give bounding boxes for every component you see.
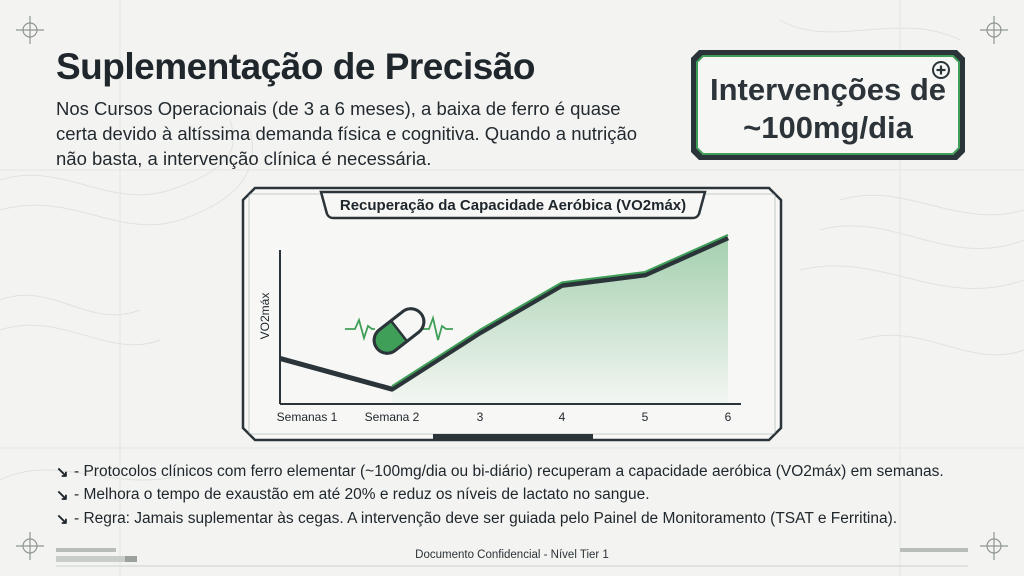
x-tick-label: 3 — [477, 410, 484, 424]
x-tick-label: 5 — [642, 410, 649, 424]
crosshair-icon — [16, 16, 44, 44]
pill-capsule-icon — [372, 307, 426, 355]
crosshair-icon — [980, 16, 1008, 44]
heartbeat-pulse-icon — [345, 314, 453, 342]
key-points-list: ↘ - Protocolos clínicos com ferro elemen… — [56, 460, 1006, 531]
series-line — [279, 235, 730, 392]
x-tick-label: Semana 2 — [365, 410, 420, 424]
x-tick-label: Semanas 1 — [277, 410, 338, 424]
plus-circle-icon — [932, 61, 950, 79]
chart-title: Recuperação da Capacidade Aeróbica (VO2m… — [340, 197, 686, 214]
bullet-text: - Regra: Jamais suplementar às cegas. A … — [74, 509, 898, 527]
list-item: ↘ - Protocolos clínicos com ferro elemen… — [56, 460, 1006, 484]
footer-confidential-label: Documento Confidencial - Nível Tier 1 — [415, 549, 609, 561]
crosshair-icon — [16, 532, 44, 560]
callout-frame — [691, 50, 965, 160]
callout-line-1: Intervenções de — [709, 72, 947, 107]
bullet-text: - Melhora o tempo de exaustão em até 20%… — [74, 486, 650, 504]
x-tick-label: 6 — [725, 410, 732, 424]
chart-frame-accent — [433, 434, 593, 440]
dosage-callout: Intervenções de ~100mg/dia — [689, 48, 967, 162]
arrow-down-right-icon: ↘ — [56, 487, 69, 505]
series-line-highlight — [391, 233, 729, 388]
chart-svg: Recuperação da Capacidade Aeróbica (VO2m… — [241, 186, 783, 442]
y-axis-label: VO2máx — [258, 293, 272, 340]
arrow-down-right-icon: ↘ — [56, 463, 69, 481]
bullet-text: - Protocolos clínicos com ferro elementa… — [74, 462, 944, 480]
vo2max-chart: Recuperação da Capacidade Aeróbica (VO2m… — [241, 186, 783, 442]
callout-line-2: ~100mg/dia — [743, 110, 913, 145]
crosshair-icon — [980, 532, 1008, 560]
series-area — [392, 237, 728, 404]
x-tick-label: 4 — [559, 410, 566, 424]
page-title: Suplementação de Precisão — [56, 46, 535, 87]
list-item: ↘ - Melhora o tempo de exaustão em até 2… — [56, 484, 1006, 508]
arrow-down-right-icon: ↘ — [56, 510, 69, 528]
chart-title-tab — [319, 190, 707, 220]
list-item: ↘ - Regra: Jamais suplementar às cegas. … — [56, 507, 1006, 531]
callout-text: Intervenções de ~100mg/dia — [689, 71, 967, 147]
intro-paragraph: Nos Cursos Operacionais (de 3 a 6 meses)… — [56, 98, 638, 169]
